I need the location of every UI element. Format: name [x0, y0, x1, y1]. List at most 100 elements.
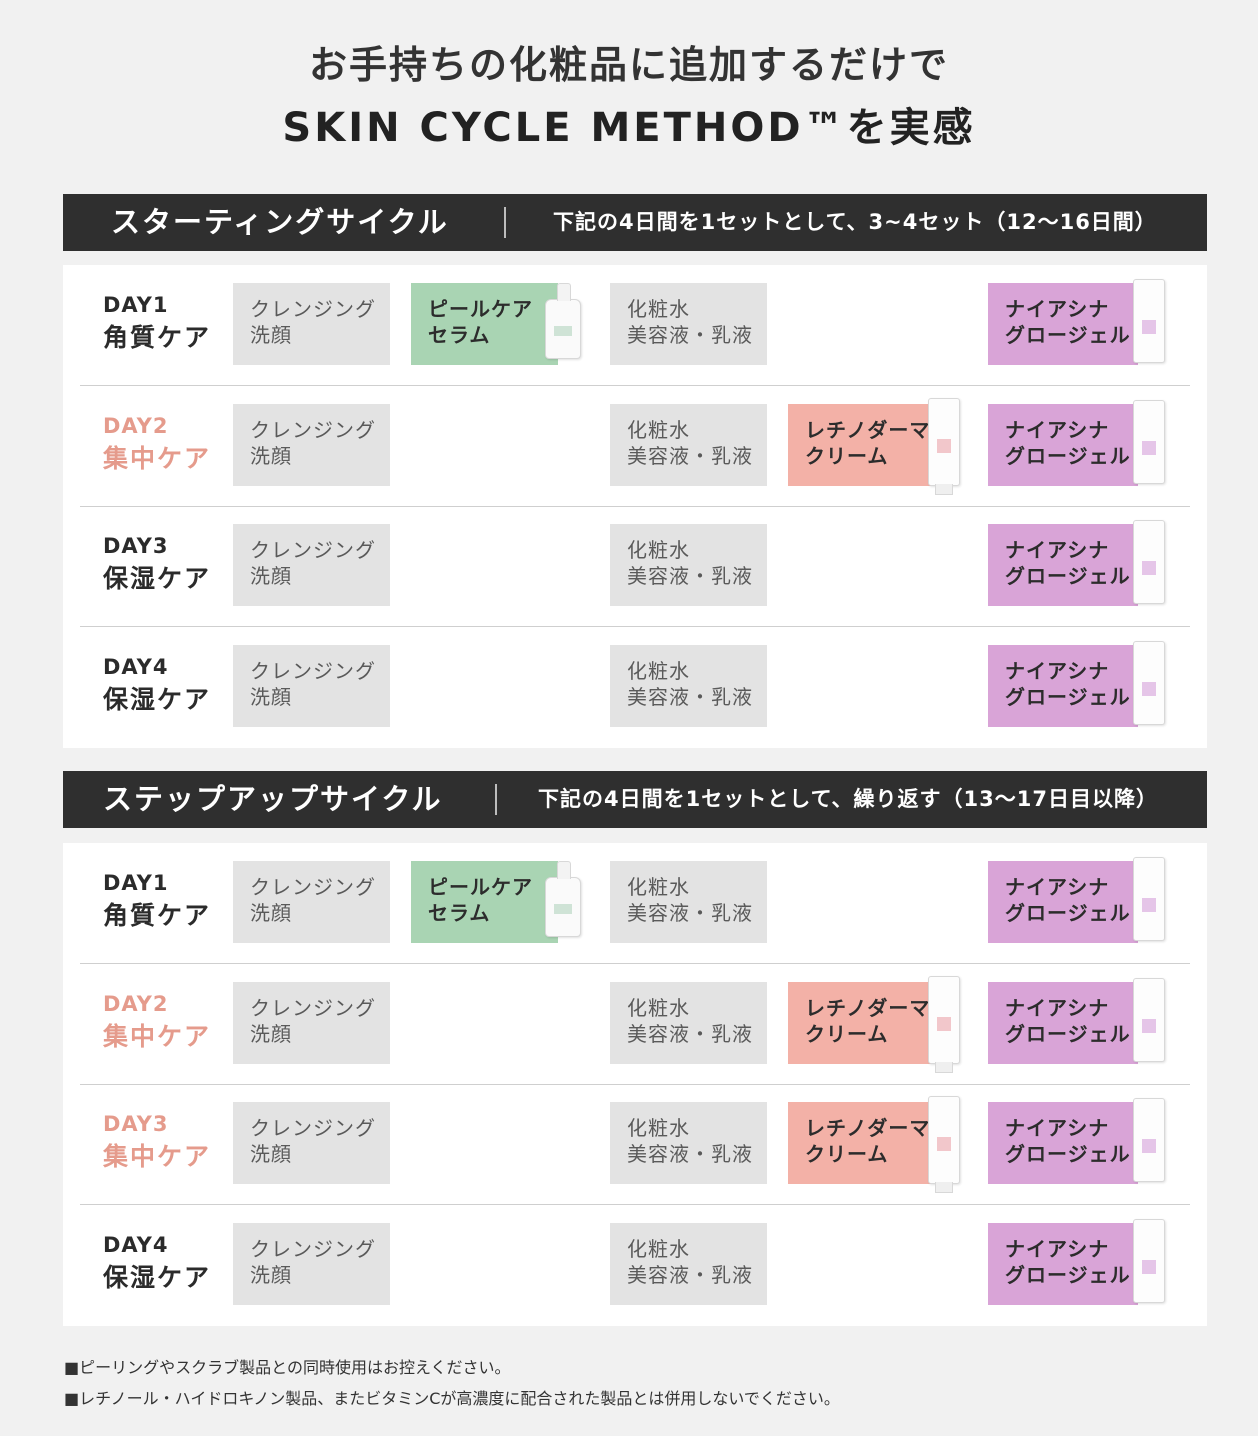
niacina-glow-gel-box-line-2: グロージェル — [1005, 901, 1131, 925]
cleansing-box-line-2: 洗顔 — [250, 684, 292, 709]
lotion-box-line-1: 化粧水 — [627, 297, 690, 321]
retinoderma-cream-box: レチノダーマ クリーム — [788, 403, 937, 486]
lotion-box: 化粧水 美容液・乳液 — [610, 1102, 767, 1184]
cleansing-box-line-2: 洗顔 — [250, 564, 292, 588]
cleansing-box-line-1: クレンジング — [250, 1116, 376, 1140]
day-label: DAY1 角質ケア — [103, 291, 211, 355]
cleansing-box: クレンジング 洗顔 — [233, 524, 390, 606]
niacina-glow-gel-box-line-1: ナイアシナ — [1005, 658, 1110, 683]
peel-care-serum-box-line-1: ピールケア — [428, 297, 533, 321]
day-number: DAY3 — [103, 1112, 169, 1136]
cream-tube-icon — [928, 1096, 960, 1193]
serum-bottle-icon — [545, 861, 581, 937]
day-row: DAY4 保湿ケア クレンジング 洗顔 化粧水 美容液・乳液 ナイアシナ グロージェル — [80, 627, 1190, 747]
care-type: 保湿ケア — [103, 1262, 212, 1292]
cleansing-box-line-1: クレンジング — [250, 1236, 376, 1261]
niacina-glow-gel-box-line-2: グロージェル — [1005, 684, 1131, 709]
section-divider — [495, 784, 497, 815]
cleansing-box-line-1: クレンジング — [250, 875, 376, 899]
gel-tube-icon — [1133, 279, 1165, 363]
cleansing-box-line-2: 洗顔 — [250, 323, 292, 347]
lotion-box-line-1: 化粧水 — [627, 1116, 690, 1140]
care-type: 角質ケア — [103, 323, 212, 352]
day-row: DAY1 角質ケア クレンジング 洗顔 ピールケア セラム 化粧水 美容液・乳液 ナイアシナ グロ… — [80, 265, 1190, 386]
peel-care-serum-box: ピールケア セラム — [411, 861, 558, 943]
note-2: ■レチノール・ハイドロキノン製品、またビタミンCが高濃度に配合された製品とは併用… — [64, 1389, 840, 1408]
day-row: DAY3 保湿ケア クレンジング 洗顔 化粧水 美容液・乳液 ナイアシナ グロージェル — [80, 506, 1190, 627]
niacina-glow-gel-box-line-2: グロージェル — [1005, 1142, 1131, 1166]
day-row: DAY1 角質ケア クレンジング 洗顔 ピールケア セラム 化粧水 美容液・乳液 ナイアシナ グロ… — [80, 843, 1190, 964]
cleansing-box-line-2: 洗顔 — [250, 443, 292, 468]
niacina-glow-gel-box-line-1: ナイアシナ — [1005, 1236, 1110, 1261]
note-1: ■ピーリングやスクラブ製品との同時使用はお控えください。 — [64, 1358, 511, 1377]
day-number: DAY4 — [103, 1232, 169, 1257]
gel-tube-icon — [1133, 1098, 1165, 1182]
care-type: 保湿ケア — [103, 684, 212, 714]
day-row: DAY4 保湿ケア クレンジング 洗顔 化粧水 美容液・乳液 ナイアシナ グロージェル — [80, 1205, 1190, 1325]
cleansing-box: クレンジング 洗顔 — [233, 861, 390, 943]
day-row: DAY2 集中ケア クレンジング 洗顔 化粧水 美容液・乳液 レチノダーマ クリーム ナイアシナ… — [80, 964, 1190, 1085]
lotion-box: 化粧水 美容液・乳液 — [610, 403, 767, 486]
section-header: スターティングサイクル 下記の4日間を1セットとして、3~4セット（12〜16日間… — [63, 194, 1207, 251]
niacina-glow-gel-box-line-2: グロージェル — [1005, 1262, 1131, 1287]
cleansing-box-line-1: クレンジング — [250, 417, 376, 442]
day-number: DAY2 — [103, 991, 169, 1016]
section-name: スターティングサイクル — [111, 205, 449, 239]
lotion-box-line-1: 化粧水 — [627, 658, 690, 683]
peel-care-serum-box-line-2: セラム — [428, 323, 491, 347]
tube-cap — [935, 1182, 953, 1193]
retinoderma-cream-box-line-1: レチノダーマ — [805, 1116, 931, 1140]
retinoderma-cream-box: レチノダーマ クリーム — [788, 1102, 937, 1184]
lotion-box-line-2: 美容液・乳液 — [627, 323, 753, 347]
day-number: DAY1 — [103, 293, 169, 317]
schedule-panel: DAY1 角質ケア クレンジング 洗顔 ピールケア セラム 化粧水 美容液・乳液 ナイアシナ グロ… — [63, 843, 1207, 1326]
cleansing-box: クレンジング 洗顔 — [233, 1102, 390, 1184]
serum-bottle-icon — [545, 283, 581, 359]
care-type: 集中ケア — [103, 1021, 212, 1051]
niacina-glow-gel-box-line-1: ナイアシナ — [1005, 995, 1110, 1020]
niacina-glow-gel-box: ナイアシナ グロージェル — [988, 644, 1138, 727]
care-type: 集中ケア — [103, 1142, 212, 1171]
lotion-box-line-2: 美容液・乳液 — [627, 1262, 753, 1287]
niacina-glow-gel-box-line-1: ナイアシナ — [1005, 875, 1110, 899]
cleansing-box-line-2: 洗顔 — [250, 1021, 292, 1046]
niacina-glow-gel-box: ナイアシナ グロージェル — [988, 403, 1138, 486]
retinoderma-cream-box-line-2: クリーム — [805, 1142, 889, 1166]
lotion-box-line-1: 化粧水 — [627, 538, 690, 562]
gel-tube-icon — [1133, 520, 1165, 604]
retinoderma-cream-box-line-1: レチノダーマ — [805, 417, 931, 442]
section-description: 下記の4日間を1セットとして、繰り返す（13〜17日目以降） — [538, 787, 1158, 811]
lotion-box-line-2: 美容液・乳液 — [627, 443, 753, 468]
lotion-box: 化粧水 美容液・乳液 — [610, 981, 767, 1064]
day-label: DAY2 集中ケア — [103, 412, 211, 476]
niacina-glow-gel-box: ナイアシナ グロージェル — [988, 283, 1138, 365]
day-number: DAY2 — [103, 413, 169, 438]
cleansing-box-line-2: 洗顔 — [250, 901, 292, 925]
gel-tube-icon — [1133, 857, 1165, 941]
headline: お手持ちの化粧品に追加するだけで SKIN CYCLE METHOD™を実感 — [0, 40, 1258, 156]
tube-cap — [935, 483, 953, 495]
schedule-panel: DAY1 角質ケア クレンジング 洗顔 ピールケア セラム 化粧水 美容液・乳液 ナイアシナ グロ… — [63, 265, 1207, 748]
lotion-box-line-1: 化粧水 — [627, 1236, 690, 1261]
day-row: DAY2 集中ケア クレンジング 洗顔 化粧水 美容液・乳液 レチノダーマ クリーム ナイアシナ… — [80, 386, 1190, 507]
lotion-box-line-1: 化粧水 — [627, 417, 690, 442]
cream-tube-icon — [928, 975, 960, 1073]
lotion-box-line-1: 化粧水 — [627, 995, 690, 1020]
tube-cap — [935, 1061, 953, 1073]
care-type: 保湿ケア — [103, 564, 212, 593]
gel-tube-icon — [1133, 399, 1165, 484]
lotion-box: 化粧水 美容液・乳液 — [610, 1222, 767, 1305]
niacina-glow-gel-box: ナイアシナ グロージェル — [988, 524, 1138, 606]
cleansing-box-line-2: 洗顔 — [250, 1142, 292, 1166]
care-type: 集中ケア — [103, 443, 212, 473]
niacina-glow-gel-box-line-1: ナイアシナ — [1005, 538, 1110, 562]
cleansing-box: クレンジング 洗顔 — [233, 403, 390, 486]
day-label: DAY1 角質ケア — [103, 869, 211, 933]
section-name: ステップアップサイクル — [103, 782, 443, 816]
day-label: DAY4 保湿ケア — [103, 653, 211, 717]
day-row: DAY3 集中ケア クレンジング 洗顔 化粧水 美容液・乳液 レチノダーマ クリーム ナイアシナ… — [80, 1084, 1190, 1205]
day-label: DAY3 集中ケア — [103, 1110, 211, 1174]
lotion-box-line-2: 美容液・乳液 — [627, 684, 753, 709]
niacina-glow-gel-box-line-2: グロージェル — [1005, 443, 1131, 468]
niacina-glow-gel-box-line-1: ナイアシナ — [1005, 297, 1110, 321]
